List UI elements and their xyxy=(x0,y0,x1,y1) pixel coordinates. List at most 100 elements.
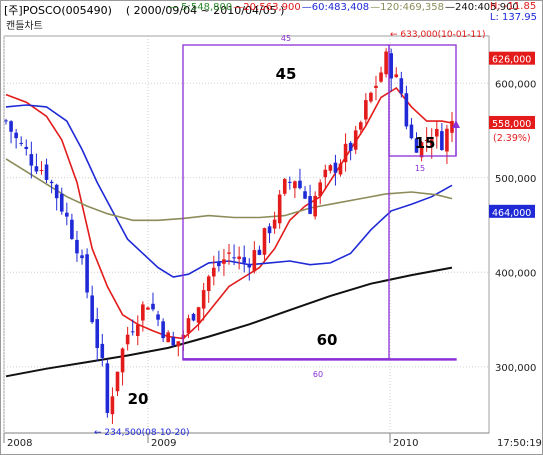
max-annotation: ← 633,000(10-01-11) xyxy=(390,30,486,40)
box-label: 20 xyxy=(128,390,149,408)
legend-item: —20:563,900 xyxy=(233,2,301,13)
legend-item: —60:483,408 xyxy=(301,2,370,13)
box-edge-label: 45 xyxy=(281,34,291,43)
x-axis: 2008 2009 2010 17:50:19 xyxy=(3,433,542,449)
candle-body xyxy=(156,314,160,320)
candle-body xyxy=(353,130,358,150)
candle-body xyxy=(389,53,393,79)
candle-body xyxy=(70,219,74,239)
candle-body xyxy=(323,169,328,178)
high-readout: H: -11.85 xyxy=(489,1,537,12)
candle-body xyxy=(39,170,44,172)
x-tick-label: 2009 xyxy=(151,438,176,449)
candle-body xyxy=(338,163,343,175)
candle-body xyxy=(196,307,201,323)
candle-body xyxy=(384,51,388,75)
candle-body xyxy=(186,318,191,334)
candle-body xyxy=(333,162,338,173)
y-tick-label: 300,000 xyxy=(495,363,536,374)
candle-body xyxy=(318,182,323,197)
candle-body xyxy=(201,290,206,309)
candle-body xyxy=(49,181,54,184)
candle-body xyxy=(404,93,409,127)
ma60-tag: 464,000 xyxy=(492,208,531,219)
x-tick-label: 2008 xyxy=(7,438,32,449)
candle-body xyxy=(125,334,130,345)
candle-body xyxy=(277,194,282,224)
box-annotations: 20 45 60 15 45 60 15 ← 633,000(10-01-11) ← 234,5… xyxy=(94,30,486,438)
candle-body xyxy=(24,146,29,150)
candle-body xyxy=(232,257,236,259)
candle-body xyxy=(100,343,105,358)
ref-high-tag: 626,000 xyxy=(492,55,531,66)
candles xyxy=(4,48,454,424)
current-price-tag: 558,000 xyxy=(492,119,531,130)
candle-body xyxy=(222,259,226,264)
candle-body xyxy=(75,239,79,254)
candle-body xyxy=(445,128,449,152)
candle-body xyxy=(206,276,211,291)
candle-body xyxy=(308,196,312,214)
candle-body xyxy=(303,191,307,199)
chart-title: [주]POSCO(005490) ( 2000/09/04 ~ 2010/04/… xyxy=(4,2,284,18)
candle-body xyxy=(29,154,34,166)
candle-body xyxy=(440,131,444,150)
candle-body xyxy=(141,304,145,321)
time-label: 17:50:19 xyxy=(497,438,542,449)
low-readout: L: 137.95 xyxy=(489,12,537,23)
candle-body xyxy=(293,181,297,189)
period-label: ( 2000/09/04 ~ 2010/04/05 ) xyxy=(125,4,285,17)
candle-body xyxy=(176,341,181,347)
candle-body xyxy=(288,181,292,183)
candle-body xyxy=(135,324,140,337)
symbol-label: [주]POSCO(005490) xyxy=(4,4,112,17)
price-change-label: (2.39%) xyxy=(493,133,531,144)
candle-body xyxy=(80,255,84,259)
high-low-readout: H: -11.85 L: 137.95 xyxy=(490,1,537,23)
candle-body xyxy=(434,128,439,137)
candle-body xyxy=(419,142,424,158)
box-label: 15 xyxy=(415,134,436,152)
candle-body xyxy=(59,193,64,212)
ma-line-20 xyxy=(5,86,453,340)
ma-line-240 xyxy=(5,266,453,378)
candle-body xyxy=(191,313,196,321)
box-edge-label: 15 xyxy=(415,164,425,173)
candle-body xyxy=(267,226,272,234)
y-tick-label: 600,000 xyxy=(495,79,536,90)
candle-body xyxy=(151,303,155,310)
candle-body xyxy=(343,143,348,163)
candle-body xyxy=(166,332,170,343)
candle-body xyxy=(429,139,434,146)
candle-body xyxy=(369,92,373,102)
box-edge-label: 60 xyxy=(313,370,323,379)
candle-body xyxy=(161,321,165,339)
candle-body xyxy=(85,254,89,293)
candle-body xyxy=(242,257,247,263)
min-annotation: ← 234,500(08-10-20) xyxy=(94,428,190,438)
arrow-head xyxy=(452,120,460,128)
box-label: 45 xyxy=(276,65,297,83)
candle-body xyxy=(211,267,216,277)
x-tick-label: 2010 xyxy=(393,438,418,449)
candle-body xyxy=(257,249,262,255)
price-tags: 558,000 (2.39%) 464,000 626,000 xyxy=(489,51,535,219)
grid xyxy=(3,36,489,433)
candle-body xyxy=(19,142,24,144)
candle-body xyxy=(379,72,383,82)
candle-body xyxy=(120,348,125,373)
candle-body xyxy=(227,252,231,254)
candle-body xyxy=(14,132,18,139)
candle-body xyxy=(358,122,363,130)
candle-body xyxy=(313,195,317,217)
candle-body xyxy=(328,165,333,171)
candle-body xyxy=(44,164,49,180)
candle-body xyxy=(414,138,419,153)
ma-legend: — 5:548,800—20:563,900—60:483,408—120:46… xyxy=(168,2,520,13)
ma-line-120 xyxy=(5,158,453,222)
candle-body xyxy=(252,250,257,272)
candle-body xyxy=(298,180,302,189)
candle-body xyxy=(4,120,8,122)
ma-line-60 xyxy=(5,104,453,278)
